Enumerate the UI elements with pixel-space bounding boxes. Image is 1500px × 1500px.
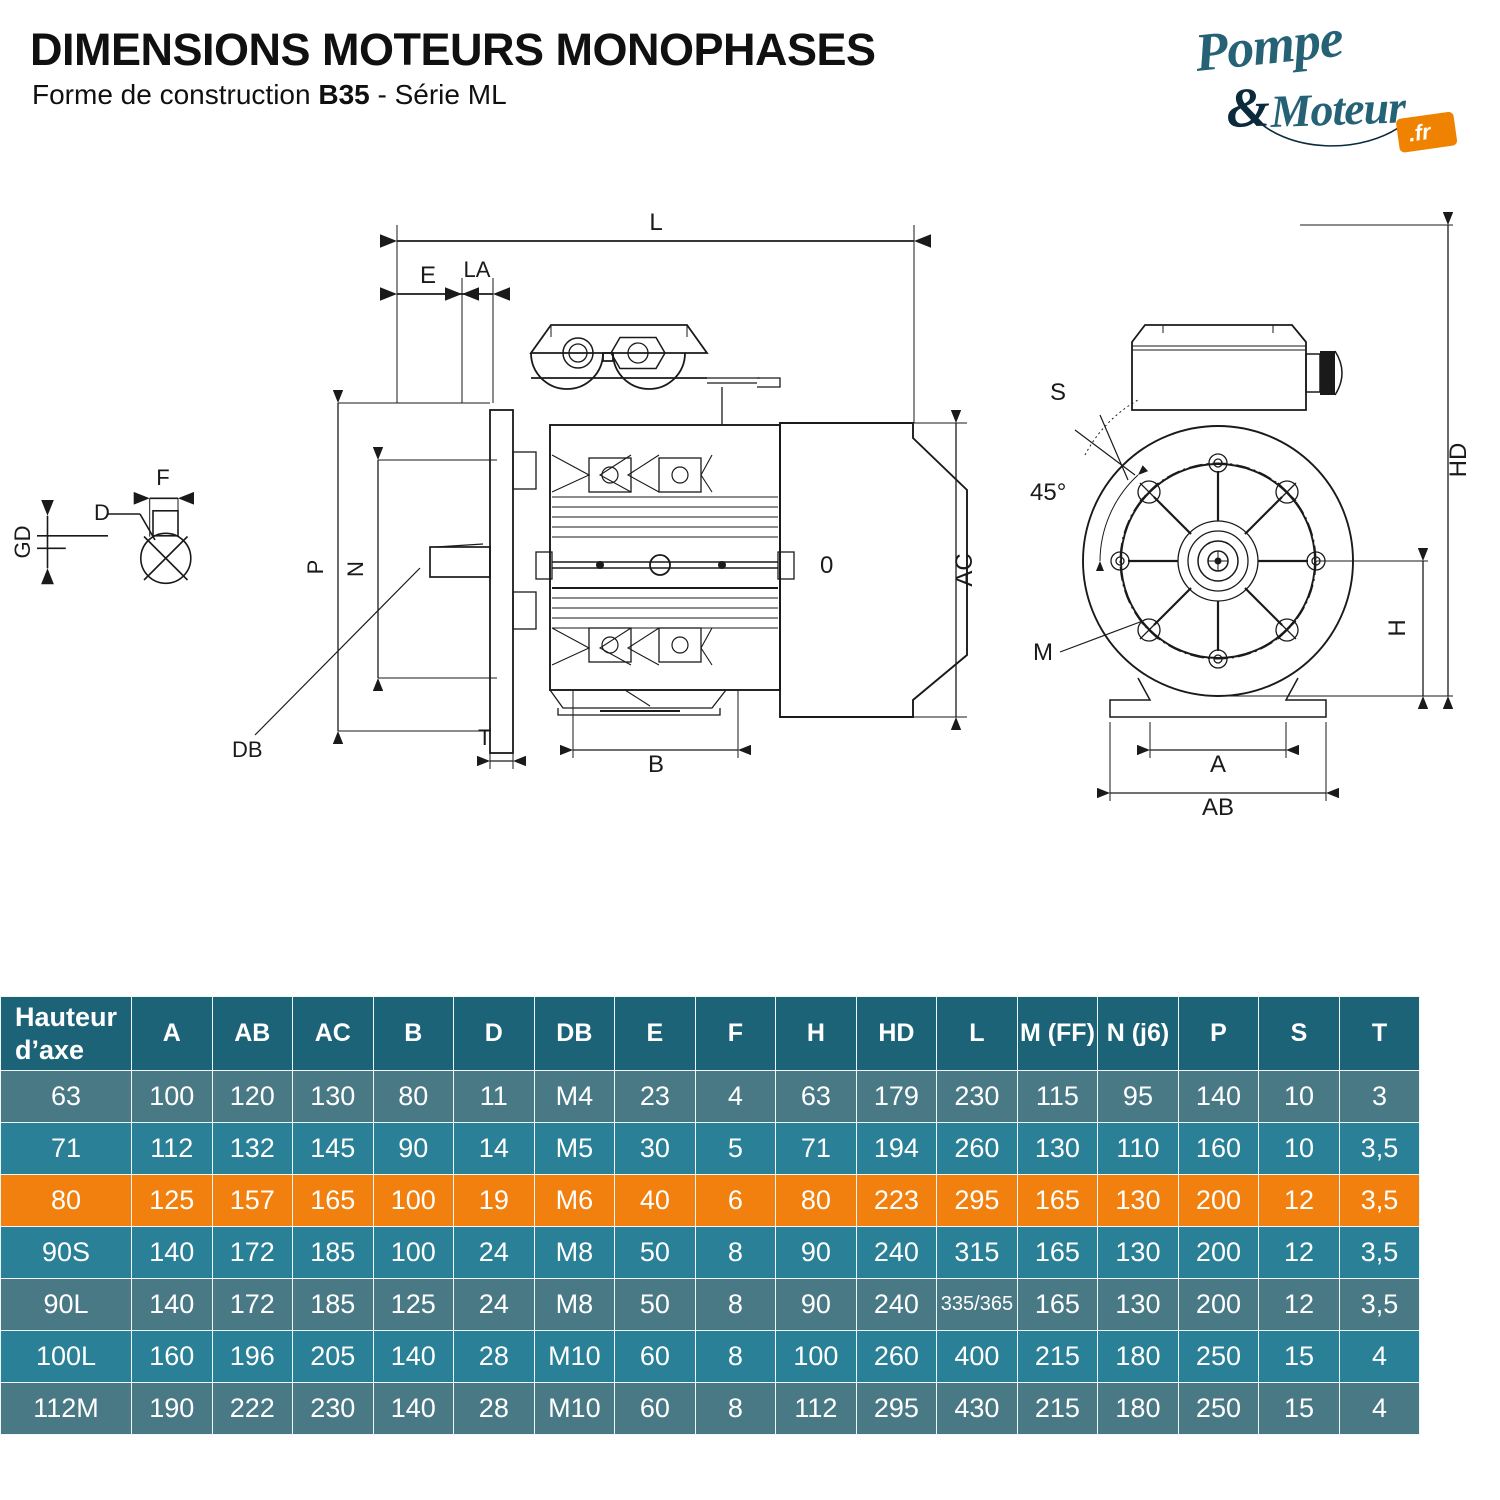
svg-text:N: N	[343, 561, 368, 577]
svg-text:AB: AB	[1202, 794, 1234, 821]
svg-text:H: H	[1384, 619, 1411, 636]
svg-text:DB: DB	[232, 737, 263, 762]
svg-text:0: 0	[820, 552, 833, 579]
svg-text:AC: AC	[951, 553, 978, 586]
svg-text:A: A	[1210, 751, 1226, 778]
svg-text:S: S	[1050, 379, 1066, 406]
svg-text:B: B	[648, 751, 664, 778]
svg-text:P: P	[303, 560, 328, 575]
svg-text:L: L	[649, 209, 662, 236]
svg-text:GD: GD	[10, 526, 35, 559]
svg-text:T: T	[478, 725, 491, 750]
svg-text:45°: 45°	[1030, 479, 1066, 506]
svg-text:HD: HD	[1445, 443, 1472, 478]
svg-text:D: D	[94, 500, 110, 525]
svg-text:E: E	[420, 262, 436, 289]
svg-text:M: M	[1033, 639, 1053, 666]
svg-text:LA: LA	[464, 257, 491, 282]
svg-text:F: F	[156, 465, 169, 490]
